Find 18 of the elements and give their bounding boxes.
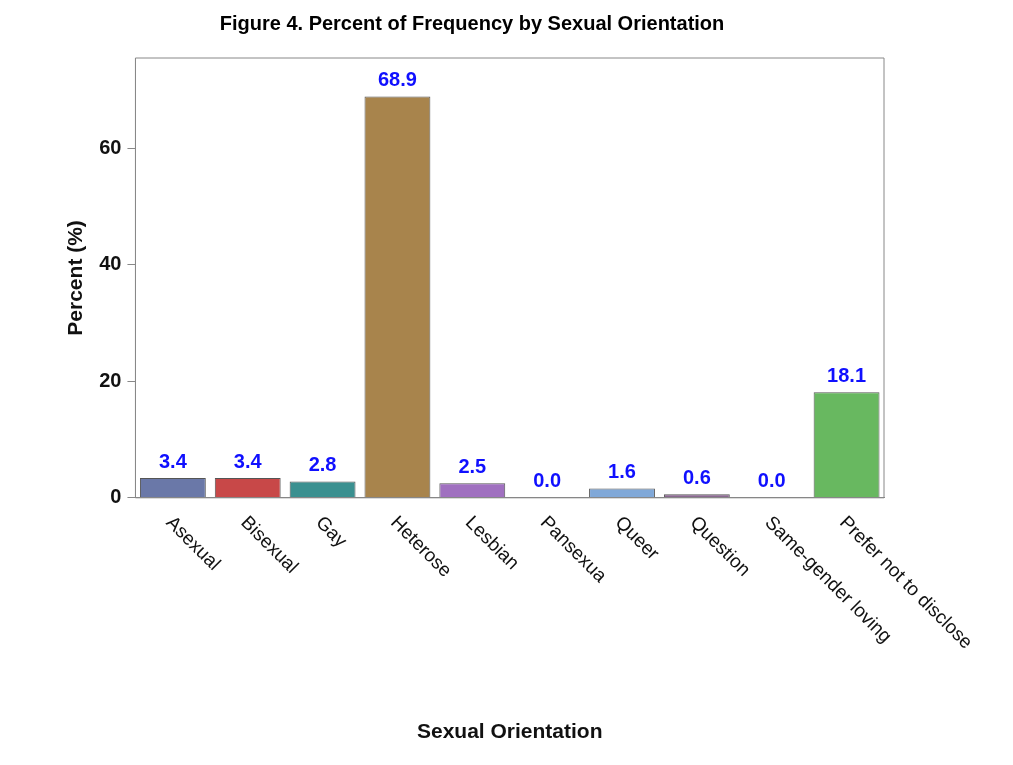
- data-label: 2.8: [308, 453, 337, 476]
- data-label: 3.4: [233, 449, 263, 472]
- data-label: 3.4: [158, 449, 188, 472]
- data-label: 2.5: [458, 454, 487, 477]
- data-label: 0.0: [533, 469, 562, 492]
- y-tick-label: 40: [99, 252, 122, 275]
- data-label: 68.9: [377, 67, 417, 90]
- data-label: 0.6: [682, 465, 711, 488]
- x-tick-label: Gay: [312, 511, 352, 552]
- y-tick-label: 60: [99, 135, 122, 158]
- data-label: 1.6: [608, 460, 636, 482]
- x-axis-title: Sexual Orientation: [416, 719, 603, 743]
- chart-title: Figure 4. Percent of Frequency by Sexual Orientation: [219, 11, 725, 34]
- y-tick-label: 0: [110, 485, 122, 508]
- y-axis-title: Percent (%): [63, 220, 87, 336]
- data-label: 0.0: [757, 469, 786, 492]
- data-label: 18.1: [827, 363, 867, 386]
- y-tick-label: 20: [99, 368, 122, 391]
